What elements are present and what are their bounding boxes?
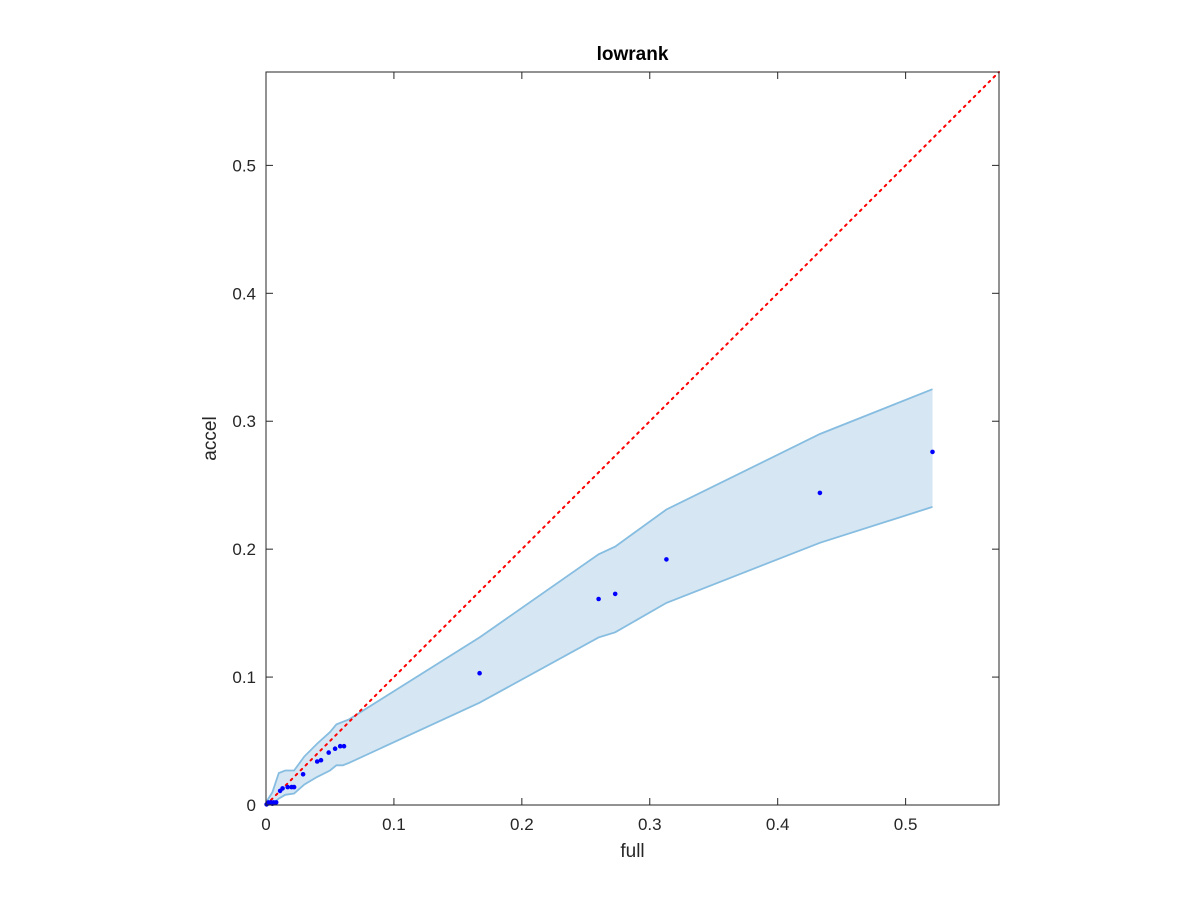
x-tick-label: 0.1 <box>382 815 406 834</box>
data-point <box>273 800 279 805</box>
data-point <box>332 746 338 751</box>
x-tick-label: 0 <box>261 815 270 834</box>
y-tick-label: 0.1 <box>232 668 256 687</box>
chart-title: lowrank <box>597 44 669 65</box>
y-tick-label: 0.3 <box>232 412 256 431</box>
data-point <box>930 449 935 455</box>
tick-labels-layer: 0 0.1 0.2 0.3 0.4 0.5 0 0.1 0.2 0.3 0.4 0.5 <box>232 156 917 834</box>
data-point <box>817 490 823 496</box>
x-axis-label: full <box>620 841 644 862</box>
data-point <box>341 743 347 749</box>
data-point <box>280 786 285 791</box>
y-tick-label: 0 <box>247 796 256 815</box>
axes-box <box>265 71 1000 806</box>
data-point <box>326 750 332 755</box>
band-lower-edge <box>265 506 933 806</box>
x-tick-label: 0.5 <box>894 815 918 834</box>
data-point <box>314 759 320 764</box>
y-tick-label: 0.2 <box>232 540 256 559</box>
data-point <box>291 784 297 790</box>
x-tick-label: 0.3 <box>638 815 662 834</box>
y-tick-label: 0.4 <box>232 284 256 303</box>
data-point <box>477 670 482 676</box>
data-point <box>337 743 343 749</box>
ticks-layer <box>265 72 999 806</box>
band-upper-edge <box>265 388 933 803</box>
data-point <box>596 596 601 602</box>
data-point <box>664 557 669 562</box>
y-tick-label: 0.5 <box>232 156 256 175</box>
data-point <box>318 757 324 763</box>
reference-line-layer <box>265 71 1000 806</box>
data-point <box>300 772 306 777</box>
data-point <box>612 591 618 597</box>
x-tick-label: 0.4 <box>766 815 790 834</box>
reference-line <box>265 71 1000 806</box>
data-point <box>285 784 291 790</box>
y-axis-label: accel <box>200 416 221 460</box>
x-tick-label: 0.2 <box>510 815 534 834</box>
